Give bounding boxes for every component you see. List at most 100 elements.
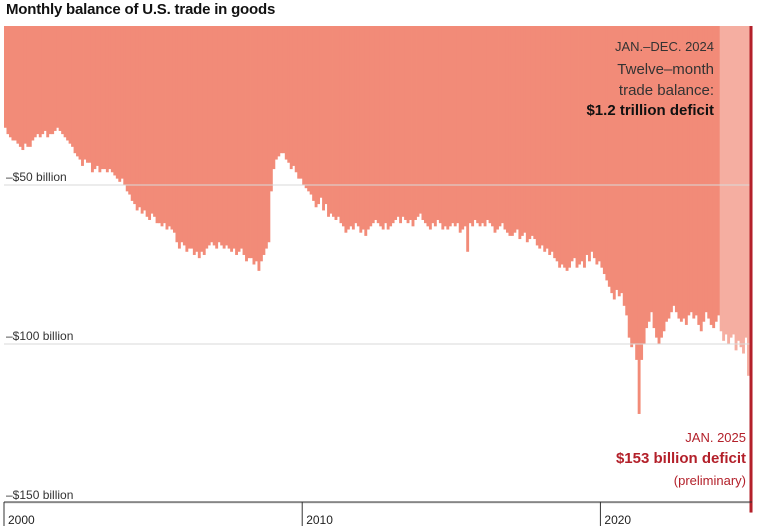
bar-2024-12 [747,26,750,376]
bar-2000-07 [18,26,22,147]
bar-2009-11 [297,26,301,179]
bar-2014-07 [436,26,440,220]
bar-2019-02 [573,26,576,259]
bar-2003-11 [118,26,122,182]
bar-2015-12 [478,26,482,227]
bar-2012-06 [374,26,378,220]
bar-2018-11 [565,26,569,271]
bar-2024-07 [734,26,738,351]
bar-2017-08 [528,26,532,240]
bar-2016-03 [486,26,489,220]
bar-2018-10 [563,26,567,268]
bar-2012-04 [369,26,373,227]
bar-2020-02 [602,26,606,275]
bar-2017-10 [533,26,537,240]
bar-2023-05 [699,26,703,332]
bar-2014-08 [438,26,442,224]
bar-2017-06 [523,26,527,233]
bar-2010-04 [309,26,313,195]
bar-2023-09 [709,26,713,325]
bar-2022-08 [677,26,681,319]
bar-2007-02 [215,26,219,249]
bar-2010-02 [304,26,308,189]
bar-2022-07 [674,26,678,313]
bar-2022-09 [679,26,683,322]
bar-2002-07 [78,26,82,160]
bar-2009-04 [279,26,283,154]
bar-2000-05 [13,26,17,141]
bar-2006-02 [185,26,189,252]
bar-2016-09 [501,26,504,224]
bar-2011-12 [359,26,363,233]
bar-2022-02 [662,26,666,332]
bar-2024-09 [739,26,743,348]
bar-2007-01 [212,26,216,246]
bar-2002-02 [66,26,70,141]
bar-2018-03 [545,26,549,249]
bar-2014-12 [448,26,452,227]
bar-2020-01 [600,26,604,268]
bar-2011-06 [344,26,348,233]
bar-2024-08 [737,26,740,341]
bar-2008-04 [250,26,253,259]
bar-2020-11 [625,26,629,316]
bar-2001-07 [48,26,52,135]
bar-2010-12 [329,26,333,214]
bar-2005-10 [175,26,179,243]
bar-2019-10 [592,26,596,259]
bar-2007-09 [232,26,236,249]
bar-2024-01 [719,26,723,332]
bar-2005-02 [155,26,159,224]
bar-2004-08 [140,26,144,214]
bar-2014-04 [428,26,432,230]
bar-2015-05 [461,26,465,230]
bar-2024-02 [722,26,726,341]
bar-2005-05 [163,26,166,224]
bar-2019-08 [587,26,591,262]
bar-2000-10 [26,26,30,147]
bar-2003-02 [95,26,99,166]
bar-2015-03 [456,26,460,224]
bar-2009-09 [292,26,296,166]
bar-2001-06 [46,26,50,138]
bar-2004-02 [125,26,129,192]
annotation-deficit-12mo: $1.2 trillion deficit [586,102,714,119]
bar-2001-10 [56,26,60,128]
bar-2009-07 [287,26,291,163]
bar-2004-06 [135,26,139,211]
bar-2008-05 [252,26,256,265]
bar-2003-12 [120,26,124,179]
bar-2000-04 [11,26,15,141]
bar-2022-05 [669,26,673,313]
bar-2012-09 [381,26,385,230]
bar-2004-10 [145,26,149,217]
bar-2013-08 [409,26,412,220]
bar-2011-02 [334,26,338,220]
bar-2001-08 [51,26,55,135]
bar-2002-09 [83,26,87,160]
bar-2013-04 [399,26,403,224]
bar-2008-09 [262,26,266,255]
bar-2005-03 [158,26,161,224]
gridlines [4,184,752,504]
x-tick-label: 2000 [8,513,35,527]
bar-2022-12 [687,26,691,316]
bar-2006-08 [200,26,204,252]
bar-2021-07 [645,26,649,329]
bar-2016-02 [483,26,487,227]
bar-2012-07 [376,26,380,224]
bar-2016-12 [508,26,512,236]
bar-2018-01 [540,26,544,246]
bar-2008-06 [254,26,258,262]
bar-2010-03 [307,26,311,192]
bar-2010-09 [322,26,325,211]
bar-2004-07 [138,26,142,208]
bar-2020-05 [610,26,614,294]
bar-2017-05 [520,26,524,236]
bar-2009-10 [294,26,298,173]
bar-2000-09 [23,26,27,144]
y-tick-label: –$50 billion [6,170,67,184]
bar-2018-08 [558,26,562,268]
bar-2023-04 [697,26,701,325]
